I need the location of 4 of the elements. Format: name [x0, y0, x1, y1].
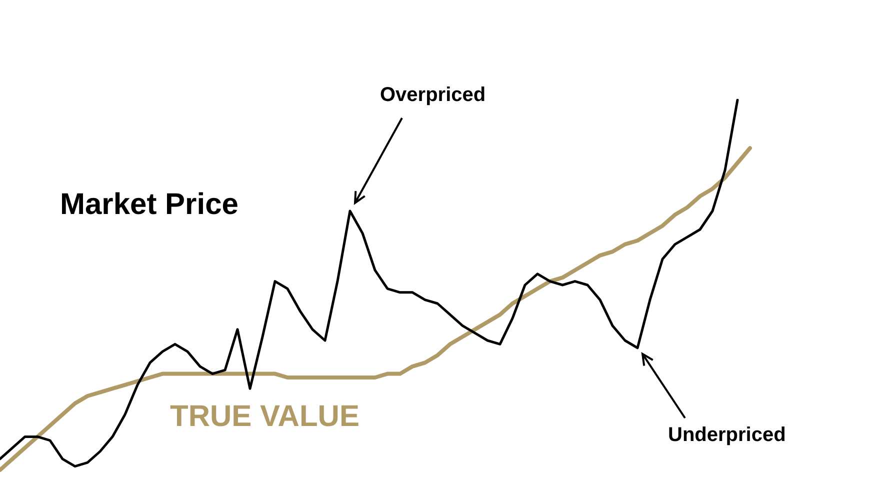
series-label: TRUE VALUE	[170, 400, 360, 434]
text: Market Price	[60, 188, 238, 222]
annotation: Underpriced	[668, 424, 786, 447]
annotation: Overpriced	[380, 84, 486, 107]
